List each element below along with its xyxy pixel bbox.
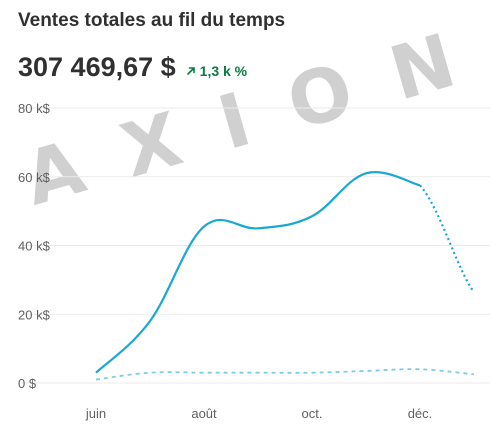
series-comparison-line: [95, 368, 475, 381]
change-percent: 1,3 k %: [199, 63, 248, 79]
y-tick-label: 80 k$: [18, 101, 51, 116]
y-tick-label: 40 k$: [18, 239, 51, 254]
total-sales-value: 307 469,67 $: [18, 52, 176, 82]
series-current-line: [95, 171, 421, 374]
x-tick-label: oct.: [302, 406, 323, 421]
sales-line-chart: 80 k$ 60 k$ 40 k$ 20 k$ 0 $ juin août oct. déc.: [0, 90, 501, 442]
x-tick-label: déc.: [408, 406, 433, 421]
series-current-projection: [419, 184, 475, 293]
card-title: Ventes totales au fil du temps: [18, 10, 286, 31]
chart-canvas: 80 k$ 60 k$ 40 k$ 20 k$ 0 $ juin août oct. déc.: [18, 101, 490, 421]
y-tick-label: 20 k$: [18, 307, 51, 322]
arrow-up-right-icon: [186, 67, 195, 75]
x-tick-label: juin: [85, 406, 106, 421]
change-badge: 1,3 k %: [186, 63, 247, 79]
y-tick-label: 60 k$: [18, 170, 51, 185]
total-row: 307 469,67 $ 1,3 k %: [18, 52, 247, 83]
y-tick-label: 0 $: [18, 376, 37, 391]
x-tick-label: août: [191, 406, 217, 421]
